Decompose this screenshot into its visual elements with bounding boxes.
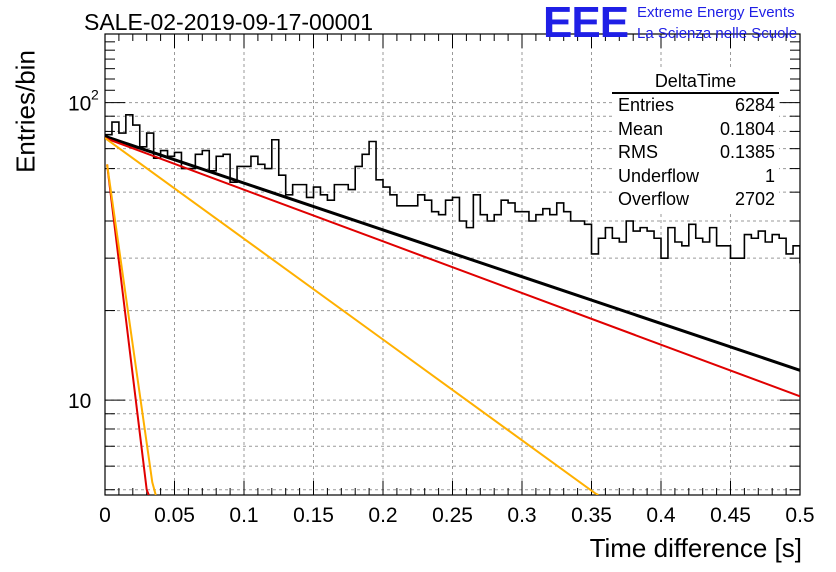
eee-logo: EEE [543,0,629,47]
logo-caption: Extreme Energy Events La Scienza nelle S… [637,2,797,44]
stats-label: Mean [618,118,664,139]
x-tick-label: 0.1 [229,504,258,527]
stats-row-entries: Entries 6284 [612,94,779,118]
stats-label: Entries [618,95,675,115]
stats-value: 0.1385 [719,142,775,162]
stats-row-underflow: Underflow 1 [612,165,779,189]
y-tick-label: 10 [68,93,91,116]
stats-row-rms: RMS 0.1385 [612,141,779,165]
stats-value: 0.1804 [719,118,775,139]
fit-curve [105,134,800,372]
chart-title: SALE-02-2019-09-17-00001 [84,9,373,35]
x-tick-label: 0.3 [507,504,536,527]
y-axis-label: Entries/bin [10,50,41,173]
fit-curve [106,164,150,495]
x-tick-label: 0.05 [154,504,195,527]
stats-label: RMS [618,142,658,162]
y-tick-label: 10 [68,390,91,413]
x-tick-label: 0.35 [571,504,612,527]
x-tick-label: 0.45 [710,504,751,527]
stats-value: 6284 [734,95,775,115]
x-tick-label: 0.25 [432,504,473,527]
logo-caption-line2: La Scienza nelle Scuole [637,25,798,42]
x-tick-label: 0 [99,504,111,527]
stats-row-overflow: Overflow 2702 [612,188,779,212]
stats-value: 1 [764,165,775,186]
x-tick-label: 0.15 [293,504,334,527]
x-tick-label: 0.2 [368,504,397,527]
y-tick-exponent: 2 [91,87,99,103]
fit-curve [106,164,157,495]
x-tick-label: 0.5 [785,504,814,527]
histogram [105,113,800,264]
fit-curve [105,137,800,398]
stats-label: Overflow [618,189,690,209]
x-axis-label: Time difference [s] [589,533,802,563]
stats-row-mean: Mean 0.1804 [612,118,779,142]
x-tick-label: 0.4 [646,504,676,527]
stats-value: 2702 [734,189,775,209]
fit-curve [105,137,599,495]
stats-title: DeltaTime [612,70,779,94]
stats-box: DeltaTime Entries 6284 Mean 0.1804 RMS 0.13… [612,70,779,212]
logo-caption-line1: Extreme Energy Events [637,4,795,21]
stats-label: Underflow [618,165,700,186]
